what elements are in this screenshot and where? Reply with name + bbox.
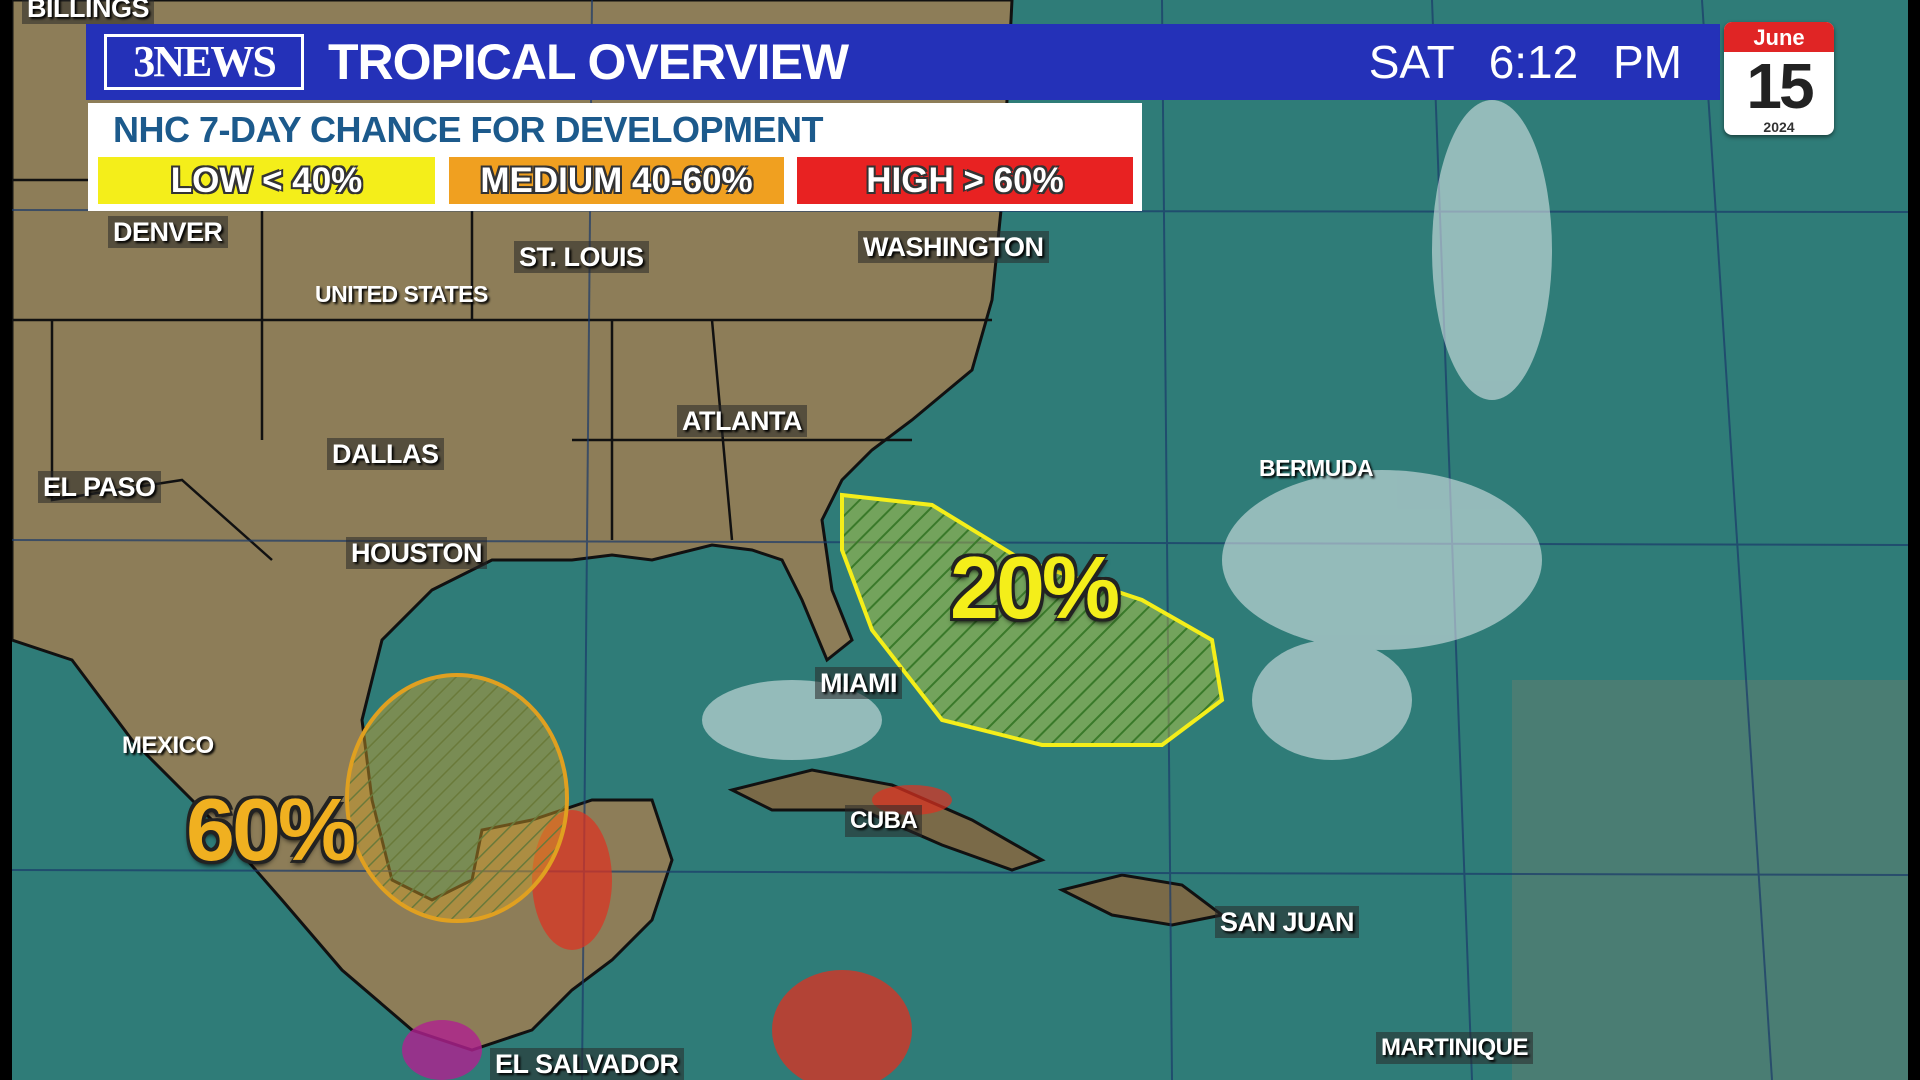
city-label-atlanta: ATLANTA: [677, 405, 807, 437]
outlook-area-60-percent: [345, 673, 569, 923]
city-label-washington: WASHINGTON: [858, 231, 1049, 263]
outlook-chance-20: 20%: [950, 538, 1120, 637]
city-label-st-louis: ST. LOUIS: [514, 241, 649, 273]
development-legend: NHC 7-DAY CHANCE FOR DEVELOPMENT LOW < 4…: [88, 103, 1142, 211]
city-label-miami: MIAMI: [815, 667, 902, 699]
day-of-week: SAT: [1368, 36, 1454, 88]
region-label-mexico: MEXICO: [122, 732, 214, 759]
legend-high: HIGH > 60%: [797, 157, 1133, 204]
outlook-area-20-percent: [840, 492, 1225, 747]
calendar-year: 2024: [1763, 119, 1795, 135]
cloud-cover: [702, 100, 1552, 760]
region-label-united-states: UNITED STATES: [315, 281, 488, 307]
legend-medium: MEDIUM 40-60%: [449, 157, 784, 204]
calendar-day: 15: [1746, 50, 1814, 122]
legend-title: NHC 7-DAY CHANCE FOR DEVELOPMENT: [112, 109, 824, 150]
city-label-bermuda: BERMUDA: [1259, 455, 1374, 481]
city-label-billings: BILLINGS: [22, 0, 154, 24]
timestamp: SAT 6:12 PM: [1369, 32, 1682, 92]
station-logo: 3NEWS: [104, 34, 304, 90]
time: 6:12 PM: [1488, 36, 1682, 88]
city-label-san-juan: SAN JUAN: [1215, 906, 1360, 938]
city-label-el-paso: EL PASO: [38, 471, 161, 503]
legend-low: LOW < 40%: [98, 157, 435, 204]
city-label-el-salvador: EL SALVADOR: [490, 1048, 684, 1080]
outlook-chance-60: 60%: [186, 780, 356, 879]
page-title: TROPICAL OVERVIEW: [328, 34, 849, 90]
region-label-cuba: CUBA: [845, 805, 923, 837]
calendar-icon: June 15 2024: [1724, 22, 1834, 135]
city-label-houston: HOUSTON: [346, 537, 488, 569]
city-label-dallas: DALLAS: [327, 438, 444, 470]
city-label-denver: DENVER: [108, 216, 228, 248]
city-label-martinique: MARTINIQUE: [1376, 1032, 1533, 1064]
header-bar: 3NEWS TROPICAL OVERVIEW SAT 6:12 PM: [86, 24, 1720, 100]
calendar-month: June: [1724, 22, 1834, 52]
